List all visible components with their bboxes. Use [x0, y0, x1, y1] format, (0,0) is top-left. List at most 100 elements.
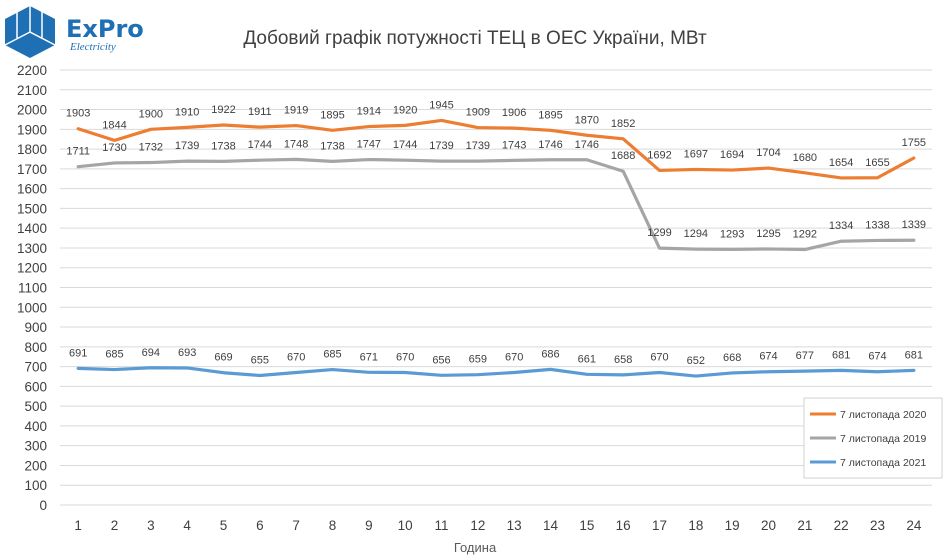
data-label: 1746 [538, 139, 562, 151]
data-label: 655 [251, 354, 269, 366]
chart-title: Добовий графік потужності ТЕЦ в ОЕС Укра… [243, 28, 707, 49]
data-label: 669 [214, 352, 232, 364]
data-label: 1919 [284, 105, 308, 117]
data-label: 693 [178, 347, 196, 359]
x-tick-label: 12 [470, 518, 485, 533]
y-tick-label: 800 [24, 340, 47, 355]
data-label: 1694 [720, 149, 744, 161]
data-label: 670 [287, 352, 305, 364]
data-label: 694 [142, 347, 160, 359]
x-tick-label: 18 [688, 518, 703, 533]
data-label: 681 [832, 349, 850, 361]
x-tick-label: 16 [616, 518, 631, 533]
data-label: 1704 [756, 147, 780, 159]
data-label: 1680 [793, 152, 817, 164]
x-tick-label: 20 [761, 518, 776, 533]
data-label: 1922 [211, 104, 235, 116]
data-label: 691 [69, 347, 87, 359]
x-tick-label: 22 [834, 518, 849, 533]
data-label: 1870 [575, 114, 599, 126]
y-tick-label: 500 [24, 399, 47, 414]
data-label: 677 [796, 350, 814, 362]
x-tick-label: 21 [797, 518, 812, 533]
data-label: 656 [432, 354, 450, 366]
y-tick-label: 900 [24, 320, 47, 335]
data-label: 674 [868, 351, 886, 363]
data-label: 1914 [357, 106, 381, 118]
data-label: 1903 [66, 108, 90, 120]
data-label: 1748 [284, 138, 308, 150]
data-label: 1730 [102, 142, 126, 154]
data-label: 1739 [466, 140, 490, 152]
y-tick-label: 200 [24, 458, 47, 473]
x-tick-label: 2 [111, 518, 119, 533]
x-tick-label: 8 [329, 518, 337, 533]
legend-label: 7 листопада 2021 [840, 457, 926, 469]
data-label: 1732 [139, 142, 163, 154]
x-tick-label: 1 [74, 518, 82, 533]
data-label: 685 [105, 349, 123, 361]
y-tick-label: 1200 [17, 261, 47, 276]
data-label: 686 [541, 348, 559, 360]
x-axis-label: Година [454, 540, 497, 555]
data-label: 1910 [175, 106, 199, 118]
legend-label: 7 листопада 2020 [840, 409, 926, 421]
legend-items: 7 листопада 2020 7 листопада 2019 7 листоп… [810, 409, 926, 469]
data-label: 1739 [175, 140, 199, 152]
data-label: 1945 [429, 99, 453, 111]
y-tick-label: 1300 [17, 241, 47, 256]
data-label: 1295 [756, 228, 780, 240]
x-tick-label: 3 [147, 518, 155, 533]
data-label: 1906 [502, 107, 526, 119]
logo-tagline: Electricity [69, 41, 116, 53]
data-label: 661 [578, 353, 596, 365]
x-tick-label: 14 [543, 518, 559, 533]
data-label: 1746 [575, 139, 599, 151]
y-tick-label: 600 [24, 379, 47, 394]
data-label: 674 [759, 351, 777, 363]
data-label: 1738 [320, 140, 344, 152]
data-label: 1895 [320, 109, 344, 121]
data-label: 1339 [902, 219, 926, 231]
x-tick-label: 11 [434, 518, 448, 533]
data-label: 1292 [793, 229, 817, 241]
y-tick-label: 1400 [17, 221, 47, 236]
data-label: 1299 [647, 227, 671, 239]
data-label: 1334 [829, 220, 853, 232]
y-tick-label: 2000 [17, 103, 47, 118]
legend-label: 7 листопада 2019 [840, 433, 926, 445]
x-tick-label: 5 [220, 518, 228, 533]
data-label: 1294 [684, 228, 708, 240]
data-label: 1697 [684, 148, 708, 160]
data-label: 1909 [466, 107, 490, 119]
data-label: 671 [360, 351, 378, 363]
x-tick-label: 10 [398, 518, 413, 533]
y-tick-label: 0 [39, 498, 47, 513]
x-tick-label: 9 [365, 518, 373, 533]
data-label: 1844 [102, 119, 126, 131]
x-tick-label: 19 [725, 518, 740, 533]
data-label: 1744 [393, 139, 417, 151]
data-label: 1711 [66, 146, 90, 158]
y-tick-label: 700 [24, 360, 47, 375]
data-label: 1747 [357, 139, 381, 151]
data-label: 1655 [865, 157, 889, 169]
data-label: 670 [650, 352, 668, 364]
x-tick-label: 24 [906, 518, 922, 533]
data-label: 652 [687, 355, 705, 367]
data-label: 681 [905, 349, 923, 361]
y-tick-label: 1100 [18, 281, 47, 296]
y-tick-label: 1500 [17, 201, 47, 216]
x-tick-label: 17 [652, 518, 667, 533]
data-label: 1895 [538, 109, 562, 121]
y-tick-label: 1900 [17, 122, 47, 137]
logo-brand: ExPro [66, 15, 144, 43]
x-tick-label: 4 [183, 518, 191, 533]
data-label: 1755 [902, 137, 926, 149]
data-label: 1654 [829, 157, 853, 169]
data-label: 1744 [248, 139, 272, 151]
data-label: 1911 [248, 106, 272, 118]
y-tick-label: 1800 [17, 142, 47, 157]
data-label: 685 [323, 349, 341, 361]
data-label: 1738 [211, 140, 235, 152]
